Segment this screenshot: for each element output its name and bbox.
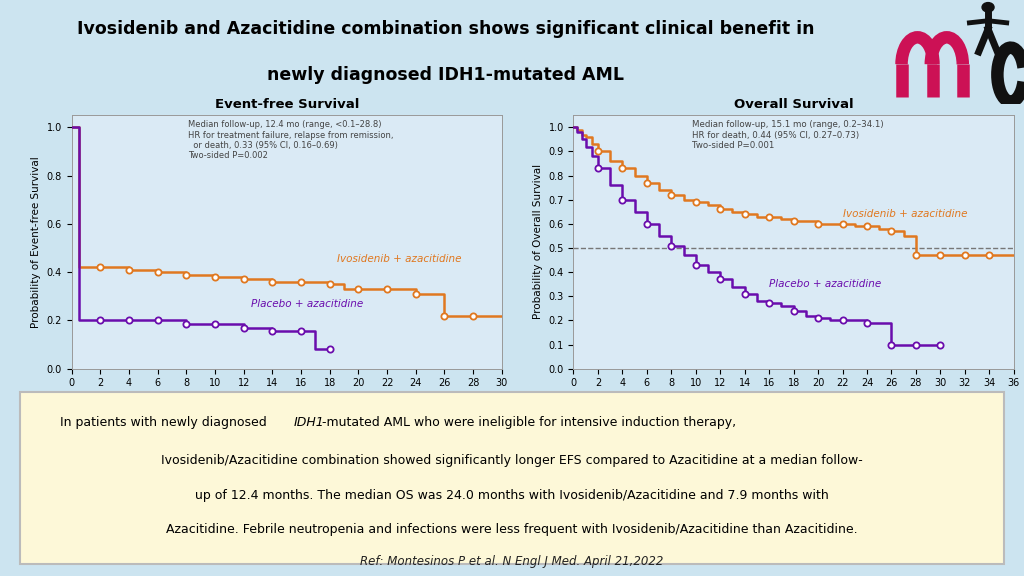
X-axis label: Months: Months xyxy=(262,394,311,407)
FancyBboxPatch shape xyxy=(20,392,1004,564)
Text: Ivosidenib/Azacitidine combination showed significantly longer EFS compared to A: Ivosidenib/Azacitidine combination showe… xyxy=(161,454,863,467)
Title: Overall Survival: Overall Survival xyxy=(734,98,853,111)
Text: Placebo + azacitidine: Placebo + azacitidine xyxy=(251,299,364,309)
Text: In patients with newly diagnosed: In patients with newly diagnosed xyxy=(59,416,270,429)
Text: Median follow-up, 15.1 mo (range, 0.2–34.1)
HR for death, 0.44 (95% CI, 0.27–0.7: Median follow-up, 15.1 mo (range, 0.2–34… xyxy=(692,120,884,150)
Circle shape xyxy=(982,3,994,12)
Text: Ref: Montesinos P et al. N Engl J Med. April 21,2022: Ref: Montesinos P et al. N Engl J Med. A… xyxy=(360,555,664,568)
Text: newly diagnosed IDH1-mutated AML: newly diagnosed IDH1-mutated AML xyxy=(267,66,624,84)
Text: Median follow-up, 12.4 mo (range, <0.1–28.8)
HR for treatment failure, relapse f: Median follow-up, 12.4 mo (range, <0.1–2… xyxy=(187,120,393,161)
X-axis label: Months: Months xyxy=(769,394,818,407)
Text: Ivosidenib and Azacitidine combination shows significant clinical benefit in: Ivosidenib and Azacitidine combination s… xyxy=(77,20,814,38)
Y-axis label: Probability of Overall Survival: Probability of Overall Survival xyxy=(532,164,543,320)
Text: up of 12.4 months. The median OS was 24.0 months with Ivosidenib/Azacitidine and: up of 12.4 months. The median OS was 24.… xyxy=(196,489,828,502)
Text: Placebo + azacitidine: Placebo + azacitidine xyxy=(769,279,882,289)
Text: Azacitidine. Febrile neutropenia and infections were less frequent with Ivosiden: Azacitidine. Febrile neutropenia and inf… xyxy=(166,524,858,536)
Text: Ivosidenib + azacitidine: Ivosidenib + azacitidine xyxy=(843,209,967,218)
Title: Event-free Survival: Event-free Survival xyxy=(215,98,358,111)
Text: In patients with newly diagnosed IDH1-mutated AML who were ineligible for intens: In patients with newly diagnosed IDH1-mu… xyxy=(59,416,715,429)
Text: -mutated AML who were ineligible for intensive induction therapy,: -mutated AML who were ineligible for int… xyxy=(322,416,736,429)
Text: IDH1: IDH1 xyxy=(293,416,325,429)
Text: Ivosidenib + azacitidine: Ivosidenib + azacitidine xyxy=(337,255,462,264)
Y-axis label: Probability of Event-free Survival: Probability of Event-free Survival xyxy=(31,156,41,328)
